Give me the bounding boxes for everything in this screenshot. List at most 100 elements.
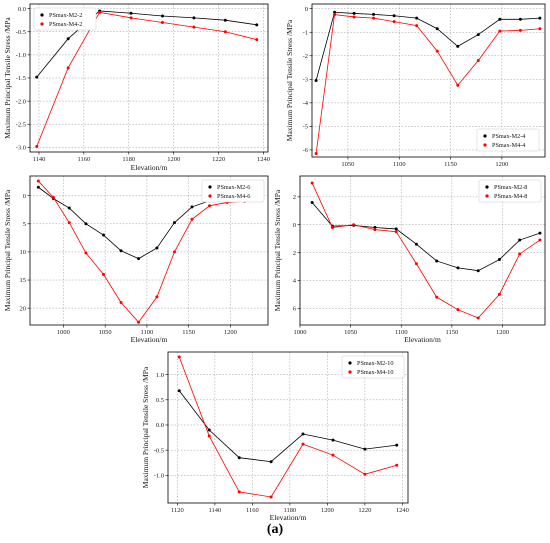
legend-entry: PSmax-M4-2 [49,21,82,28]
data-point [414,242,418,246]
data-point [223,18,227,22]
data-point [137,320,141,324]
y-tick-label: -1.5 [16,75,26,82]
plot-frame [167,351,409,504]
data-point [331,453,335,457]
series-line [178,390,397,463]
data-point [435,295,439,299]
legend-entry: PSmax-M4-8 [494,193,527,200]
x-tick-label: 1240 [257,156,270,163]
legend-entry: PSmax-M4-10 [357,369,393,376]
data-point [518,252,522,256]
legend: PSmax-M2-10 PSmax-M4-10 [341,355,405,379]
y-axis-label: Maximum Principal Tensile Stress /MPa [285,19,294,141]
y-tick-label: 2 [293,250,296,257]
x-tick-label: 1000 [57,329,70,336]
data-point [330,226,334,230]
data-point [36,185,40,189]
legend-marker [483,143,487,147]
x-tick-label: 1200 [321,507,334,514]
x-tick-label: 1200 [224,329,237,336]
data-point [456,266,460,270]
series-line [311,202,541,272]
data-point [98,10,102,14]
data-point [395,463,399,467]
data-point [314,151,318,155]
x-tick-label: 1100 [141,329,154,336]
x-tick-label: 1120 [171,507,184,514]
data-point [435,27,439,31]
y-tick-label: 2 [293,194,296,201]
data-point [498,17,502,21]
x-axis-label: Elevation/m [270,513,307,522]
data-point [129,11,133,15]
data-point [51,195,55,199]
data-point [237,456,241,460]
y-tick-label: -6 [303,147,309,154]
data-point [538,238,542,242]
data-point [160,14,164,18]
data-point [497,258,501,262]
legend-box [478,179,542,203]
data-point [84,222,88,226]
legend-box [201,179,265,203]
legend-marker [483,134,487,138]
legend-marker [208,194,212,198]
data-point [155,246,159,250]
data-point [538,231,542,235]
chart-5: 1120 1140 1160 1180 1200 1220 1240 1.0 0.5 0.0 -0.… [141,351,409,522]
legend-box [341,355,405,379]
x-axis-label: Elevation/m [131,163,168,172]
y-tick-label: 0 [23,193,26,200]
data-point [314,79,318,82]
data-point [363,472,367,476]
series-line [36,10,257,78]
series-m4 [177,355,399,499]
data-point [538,27,542,31]
chart-4: 1000 1050 1100 1150 1200 2 0 2 4 6 Elevation/m Maxi… [273,175,546,344]
series-m4 [35,10,259,148]
x-tick-label: 1150 [444,161,457,168]
legend-marker [208,185,212,189]
series-line [38,180,263,323]
x-tick-label: 1160 [78,156,91,163]
y-tick-label: 0 [305,6,308,13]
x-tick-label: 1220 [212,156,225,163]
data-point [269,495,273,499]
data-point [331,438,335,442]
data-point [101,272,105,276]
data-point [208,204,212,208]
legend: PSmax-M2-2 PSmax-M4-2 [33,7,97,31]
legend: PSmax-M2-4 PSmax-M4-4 [476,128,540,152]
x-tick-label: 1240 [396,507,409,514]
chart-1: 1140 1160 1180 1200 1220 1240 0.0 -0.5 -1.0 -1.5 -… [3,3,270,172]
y-tick-label: 0.0 [156,422,164,429]
y-tick-label: 1.0 [156,372,164,379]
legend-entry: PSmax-M4-6 [217,193,250,200]
y-tick-label: -2.5 [16,121,26,128]
data-point [172,221,176,225]
data-point [192,25,196,29]
x-tick-label: 1180 [122,156,135,163]
y-axis-label: Maximum Principal Tensile Stress /MPa [3,189,12,311]
legend-box [33,7,97,31]
data-point [177,389,181,393]
data-point [269,460,273,464]
series-m2 [314,10,542,82]
data-point [392,14,396,18]
legend-entry: PSmax-M2-4 [492,133,525,140]
y-tick-label: 20 [20,305,27,312]
x-tick-label: 1200 [496,329,509,336]
data-point [394,227,398,231]
y-tick-label: 10 [20,249,27,256]
legend-marker [40,22,44,26]
data-point [456,308,460,312]
x-tick-label: 1050 [341,161,354,168]
legend-marker [485,185,489,189]
legend-entry: PSmax-M2-10 [357,360,393,367]
x-tick-label: 1180 [283,507,296,514]
data-point [414,262,418,266]
data-point [310,200,314,204]
data-point [192,16,196,20]
